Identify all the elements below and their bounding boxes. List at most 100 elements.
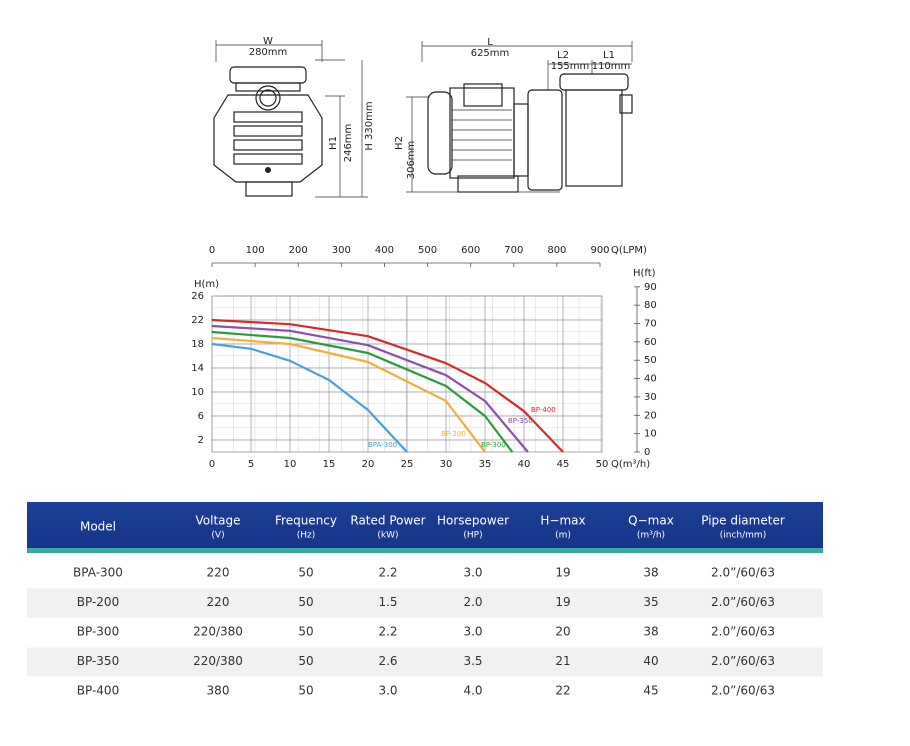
column-unit: (Hz) (297, 531, 316, 541)
table-cell: 50 (298, 625, 313, 639)
table-cell: 2.0”/60/63 (711, 566, 775, 580)
table-cell: 2.6 (378, 654, 397, 668)
row-band (27, 647, 823, 677)
table-cell: 3.0 (463, 566, 482, 580)
table-cell: 2.0”/60/63 (711, 625, 775, 639)
y2-tick-label: 60 (644, 337, 657, 348)
table-cell: BP-300 (77, 625, 119, 639)
table-cell: 50 (298, 595, 313, 609)
x-tick-label: 45 (557, 459, 570, 470)
table-cell: 40 (643, 654, 658, 668)
y2-tick-label: 0 (644, 447, 650, 458)
table-cell: BPA-300 (73, 566, 123, 580)
table-cell: 38 (643, 566, 658, 580)
x2-tick-label: 900 (590, 245, 609, 256)
x-tick-label: 40 (518, 459, 531, 470)
x-tick-label: 35 (479, 459, 492, 470)
y2-axis-title: H(ft) (633, 268, 656, 279)
column-unit: (kW) (377, 531, 398, 541)
x-tick-label: 20 (362, 459, 375, 470)
table-cell: 2.2 (378, 625, 397, 639)
x-tick-label: 30 (440, 459, 453, 470)
table-cell: 38 (643, 625, 658, 639)
y-tick-label: 22 (191, 315, 204, 326)
header-stripe (27, 548, 823, 553)
table-cell: 380 (207, 684, 230, 698)
table-cell: 220/380 (193, 625, 243, 639)
column-unit: (m) (555, 531, 571, 541)
dim-value: 306mm (406, 141, 417, 180)
dim-label: L2 (557, 50, 569, 61)
column-header: Rated Power (350, 514, 425, 528)
table-cell: 3.0 (463, 625, 482, 639)
curve-label: BPA-300 (368, 441, 397, 449)
table-cell: 45 (643, 684, 658, 698)
y-axis-title: H(m) (194, 279, 219, 290)
x2-tick-label: 600 (461, 245, 480, 256)
table-cell: 50 (298, 654, 313, 668)
y-tick-label: 14 (191, 363, 204, 374)
y-tick-label: 18 (191, 339, 204, 350)
table-header (27, 502, 823, 550)
table-cell: 3.5 (463, 654, 482, 668)
column-header: Q−max (628, 514, 674, 528)
column-header: Horsepower (437, 514, 509, 528)
x2-tick-label: 800 (547, 245, 566, 256)
column-unit: (HP) (463, 531, 482, 541)
row-band (27, 588, 823, 618)
curve (211, 318, 564, 453)
dim-label: H2 (394, 136, 405, 150)
x2-tick-label: 0 (209, 245, 215, 256)
x2-tick-label: 100 (246, 245, 265, 256)
table-cell: BP-400 (77, 684, 119, 698)
table-cell: BP-200 (77, 595, 119, 609)
table-cell: 220 (207, 566, 230, 580)
x2-tick-label: 400 (375, 245, 394, 256)
y2-tick-label: 50 (644, 355, 657, 366)
y2-tick-label: 20 (644, 410, 657, 421)
curve (211, 330, 514, 453)
curve-label: BP-400 (531, 406, 556, 414)
table-cell: 2.0”/60/63 (711, 684, 775, 698)
table-cell: 22 (555, 684, 570, 698)
table-cell: 50 (298, 684, 313, 698)
curve-label: BP-350 (508, 417, 533, 425)
column-header: Voltage (195, 514, 240, 528)
x2-tick-label: 700 (504, 245, 523, 256)
curve-label: BP-200 (441, 430, 466, 438)
table-cell: 19 (555, 595, 570, 609)
x2-axis-title: Q(LPM) (611, 245, 647, 256)
y2-tick-label: 30 (644, 392, 657, 403)
table-cell: 3.0 (378, 684, 397, 698)
curve (211, 336, 486, 453)
table-cell: 220 (207, 595, 230, 609)
column-header: H−max (540, 514, 585, 528)
dim-value: 155mm (551, 61, 590, 72)
x2-tick-label: 500 (418, 245, 437, 256)
x-tick-label: 0 (209, 459, 215, 470)
y2-tick-label: 70 (644, 319, 657, 330)
table-cell: 2.0”/60/63 (711, 654, 775, 668)
dim-value: 625mm (471, 48, 510, 59)
y2-tick-label: 40 (644, 374, 657, 385)
front-view (213, 40, 368, 198)
side-view (406, 41, 633, 193)
column-header: Pipe diameter (701, 514, 785, 528)
dim-value: H 330mm (364, 101, 375, 150)
y2-tick-label: 10 (644, 429, 657, 440)
curve-label: BP-300 (481, 441, 506, 449)
table-cell: 1.5 (378, 595, 397, 609)
x2-tick-label: 200 (289, 245, 308, 256)
table-cell: 35 (643, 595, 658, 609)
table-cell: 2.0”/60/63 (711, 595, 775, 609)
column-header: Model (80, 520, 116, 534)
x-axis-title: Q(m³/h) (611, 459, 650, 470)
table-cell: 50 (298, 566, 313, 580)
table-cell: BP-350 (77, 654, 119, 668)
x2-tick-label: 300 (332, 245, 351, 256)
column-unit: (m³/h) (637, 531, 665, 541)
curve (211, 324, 529, 453)
dim-value: 110mm (592, 61, 631, 72)
x-tick-label: 25 (401, 459, 414, 470)
